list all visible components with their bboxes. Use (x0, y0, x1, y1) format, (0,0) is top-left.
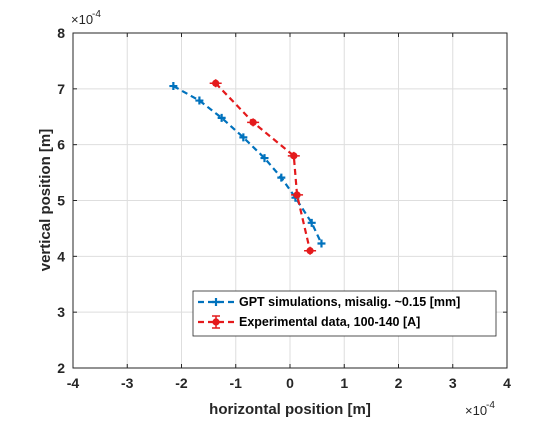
x-tick-label: -4 (67, 375, 80, 391)
x-tick-label: -1 (230, 375, 243, 391)
y-exponent-label: ×10 -4 (71, 9, 101, 27)
data-point (217, 113, 226, 122)
y-tick-label: 2 (57, 360, 65, 376)
data-point (212, 79, 220, 87)
data-point (169, 82, 178, 91)
x-axis-label: horizontal position [m] (209, 401, 371, 418)
y-tick-label: 4 (57, 248, 65, 264)
data-point (290, 152, 298, 160)
legend-entry-gpt: GPT simulations, misalig. ~0.15 [mm] (198, 295, 460, 309)
y-tick-label: 3 (57, 304, 65, 320)
data-point (260, 154, 269, 163)
x-tick-label: 3 (449, 375, 457, 391)
x-exponent-label: ×10 -4 (465, 400, 495, 418)
data-point (306, 247, 314, 255)
x-tick-label: 1 (340, 375, 348, 391)
data-point (239, 133, 248, 142)
x-tick-label: 2 (395, 375, 403, 391)
x-tick-label: 4 (503, 375, 511, 391)
legend-entry-experimental: Experimental data, 100-140 [A] (198, 315, 420, 329)
x-exponent-power: -4 (486, 400, 495, 411)
legend-label-experimental: Experimental data, 100-140 [A] (239, 315, 420, 329)
y-tick-label: 8 (57, 25, 65, 41)
data-point (317, 239, 326, 248)
grid-layer (72, 32, 508, 369)
x-tick-label: -2 (175, 375, 188, 391)
x-exponent-base: ×10 (465, 403, 487, 418)
x-tick-label: -3 (121, 375, 134, 391)
series-layer (169, 79, 326, 255)
legend-box (192, 290, 497, 337)
legend-marker-gpt (212, 298, 220, 306)
series-line (214, 82, 312, 251)
data-point (307, 218, 316, 227)
y-tick-label: 5 (57, 193, 65, 209)
tick-layer: -4 -3 -2 -1 0 1 2 3 4 2 3 4 5 6 7 8 (57, 25, 511, 391)
y-exponent-base: ×10 (71, 12, 93, 27)
series-1 (209, 79, 317, 255)
legend-marker-experimental (212, 318, 220, 326)
x-tick-label: 0 (286, 375, 294, 391)
data-point (249, 118, 257, 126)
y-tick-label: 7 (57, 81, 65, 97)
y-axis-label: vertical position [m] (37, 129, 54, 272)
y-tick-label: 6 (57, 137, 65, 153)
data-point (293, 191, 301, 199)
data-point (277, 173, 286, 182)
legend-label-gpt: GPT simulations, misalig. ~0.15 [mm] (239, 295, 460, 309)
data-point (195, 96, 204, 105)
y-exponent-power: -4 (92, 9, 101, 20)
legend: GPT simulations, misalig. ~0.15 [mm] Exp… (192, 290, 497, 337)
